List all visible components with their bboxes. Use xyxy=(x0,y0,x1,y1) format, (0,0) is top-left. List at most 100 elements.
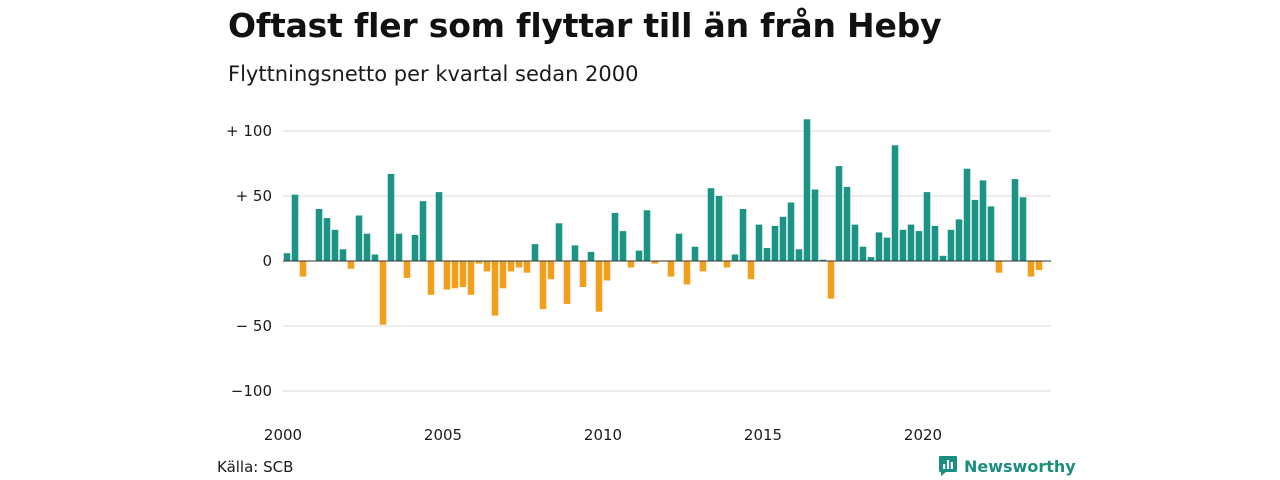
bar xyxy=(491,261,499,316)
bar xyxy=(403,261,411,278)
y-tick-label: 0 xyxy=(262,252,272,270)
bar xyxy=(763,248,771,261)
bar xyxy=(883,237,891,261)
bar xyxy=(531,244,539,261)
bar xyxy=(539,261,547,310)
x-tick-labels: 2000 2005 2010 2015 2020 xyxy=(264,426,942,444)
bar xyxy=(1019,197,1027,261)
bar xyxy=(963,168,971,261)
bar xyxy=(339,249,347,261)
bar xyxy=(1035,261,1043,271)
bar xyxy=(915,231,923,261)
bar xyxy=(611,212,619,261)
brand-name: Newsworthy xyxy=(964,456,1076,476)
bar xyxy=(835,166,843,261)
bar xyxy=(603,261,611,281)
bar xyxy=(875,232,883,261)
bar xyxy=(891,145,899,261)
bar xyxy=(931,225,939,261)
bar xyxy=(283,253,291,261)
bar xyxy=(755,224,763,261)
bar xyxy=(779,216,787,261)
y-tick-label: + 100 xyxy=(226,122,272,140)
bar xyxy=(371,254,379,261)
bar xyxy=(747,261,755,280)
bar xyxy=(347,261,355,269)
bar-chart: + 100 + 50 0 − 50 −100 2000 2005 2010 2015 2020 xyxy=(226,119,1051,444)
bar xyxy=(643,210,651,261)
bar xyxy=(699,261,707,272)
bar xyxy=(803,119,811,261)
x-tick-label: 2015 xyxy=(744,426,782,444)
bar xyxy=(523,261,531,273)
y-tick-label: −100 xyxy=(231,382,272,400)
bar xyxy=(795,249,803,261)
bar xyxy=(315,209,323,261)
bar xyxy=(435,192,443,261)
bar xyxy=(651,261,659,264)
bar xyxy=(939,255,947,261)
bar xyxy=(419,201,427,261)
bar xyxy=(731,254,739,261)
bar xyxy=(451,261,459,289)
bar xyxy=(771,225,779,261)
bar xyxy=(811,189,819,261)
bar xyxy=(667,261,675,277)
bar xyxy=(475,261,483,264)
bar xyxy=(987,206,995,261)
bar xyxy=(923,192,931,261)
bar xyxy=(979,180,987,261)
y-tick-labels: + 100 + 50 0 − 50 −100 xyxy=(226,122,272,400)
chart-subtitle: Flyttningsnetto per kvartal sedan 2000 xyxy=(228,62,639,86)
bar xyxy=(499,261,507,289)
bar xyxy=(331,229,339,261)
bar xyxy=(843,186,851,261)
bar xyxy=(739,209,747,261)
bar xyxy=(867,257,875,261)
bar xyxy=(691,246,699,261)
bar xyxy=(595,261,603,312)
bar xyxy=(635,250,643,261)
bar xyxy=(515,261,523,268)
gridlines xyxy=(283,130,1051,392)
bar xyxy=(587,251,595,261)
bar xyxy=(1011,179,1019,261)
bar xyxy=(907,224,915,261)
brand-logo[interactable]: Newsworthy xyxy=(938,455,1076,477)
bar xyxy=(787,202,795,261)
bar xyxy=(379,261,387,325)
bar xyxy=(387,173,395,261)
bar xyxy=(467,261,475,295)
bar xyxy=(675,233,683,261)
bar xyxy=(947,229,955,261)
bar xyxy=(819,259,827,261)
bar xyxy=(571,245,579,261)
bar xyxy=(363,233,371,261)
x-tick-label: 2005 xyxy=(424,426,462,444)
bar xyxy=(899,229,907,261)
bar xyxy=(459,261,467,287)
bar xyxy=(555,223,563,261)
bar xyxy=(723,261,731,268)
source-note: Källa: SCB xyxy=(217,458,294,476)
chart-title: Oftast fler som flyttar till än från Heb… xyxy=(228,6,942,45)
bar xyxy=(299,261,307,277)
bar xyxy=(619,231,627,261)
bar xyxy=(683,261,691,285)
x-tick-label: 2010 xyxy=(584,426,622,444)
bar xyxy=(547,261,555,280)
bar xyxy=(323,218,331,261)
bar xyxy=(1027,261,1035,277)
bar xyxy=(859,246,867,261)
bar xyxy=(971,199,979,261)
bar xyxy=(483,261,491,272)
bar xyxy=(579,261,587,287)
x-tick-label: 2000 xyxy=(264,426,302,444)
y-tick-label: + 50 xyxy=(236,187,272,205)
bar xyxy=(955,219,963,261)
x-tick-label: 2020 xyxy=(904,426,942,444)
newsworthy-logo-icon xyxy=(939,456,957,476)
bar xyxy=(411,235,419,261)
bar xyxy=(395,233,403,261)
bar xyxy=(715,196,723,261)
